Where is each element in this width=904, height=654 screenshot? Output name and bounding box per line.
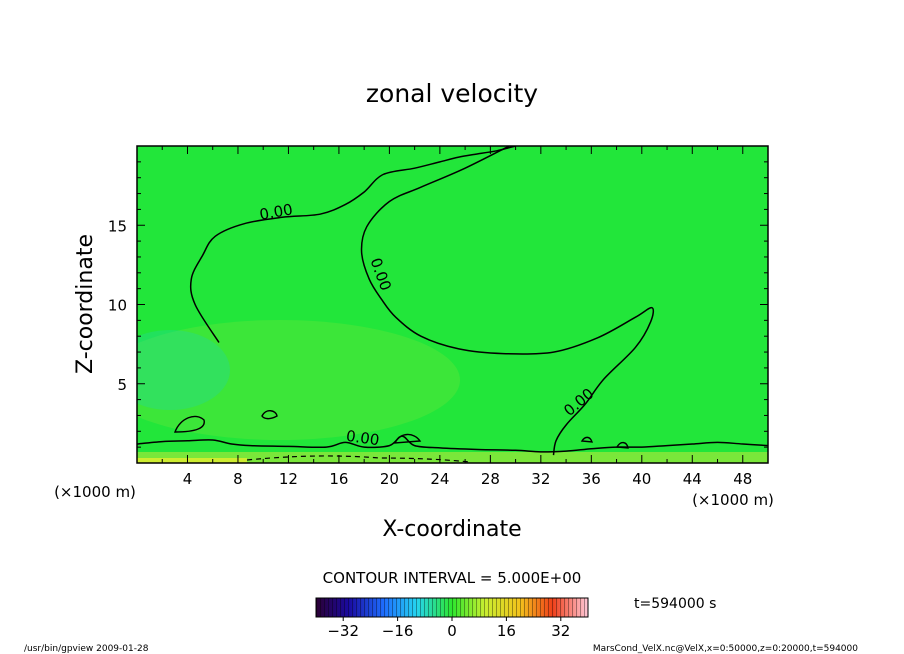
x-tick-label: 28 — [481, 470, 500, 488]
contour-interval-label: CONTOUR INTERVAL = 5.000E+00 — [323, 569, 582, 587]
y-axis: 5 10 15 — [108, 145, 768, 464]
small-contours — [174, 410, 629, 463]
x-tick-label: 36 — [582, 470, 601, 488]
x-axis: 4 8 12 16 20 24 28 32 36 40 44 48 — [136, 146, 769, 488]
colorbar-tick-label: 0 — [447, 622, 457, 640]
dashed-contour — [246, 455, 471, 463]
x-tick-label: 20 — [380, 470, 399, 488]
field-shading — [137, 320, 768, 463]
colorbar-tick-label: −16 — [382, 622, 414, 640]
y-tick-label: 10 — [108, 297, 127, 315]
x-tick-label: 4 — [183, 470, 193, 488]
x-tick-label: 44 — [683, 470, 702, 488]
colorbar-tick-label: 16 — [497, 622, 516, 640]
x-axis-label: X-coordinate — [382, 517, 521, 542]
y-tick-label: 5 — [117, 376, 127, 394]
contour-label: 0.00 — [258, 200, 294, 224]
x-unit-label-left: (×1000 m) — [54, 483, 136, 501]
x-tick-label: 16 — [329, 470, 348, 488]
time-label: t=594000 s — [634, 596, 716, 612]
contour-line — [360, 146, 655, 456]
colorbar-stripes — [316, 598, 588, 617]
colorbar-ticks: −32 −16 0 16 32 — [327, 617, 570, 640]
footer-left: /usr/bin/gpview 2009-01-28 — [24, 644, 149, 654]
x-unit-label-right: (×1000 m) — [692, 491, 774, 509]
chart-title: zonal velocity — [366, 79, 538, 108]
contour-loop — [580, 436, 594, 443]
contour-line — [137, 435, 768, 453]
x-tick-label: 48 — [733, 470, 752, 488]
x-tick-label: 40 — [632, 470, 651, 488]
contour-loop — [615, 441, 629, 449]
y-tick-label: 15 — [108, 217, 127, 235]
x-tick-label: 24 — [430, 470, 449, 488]
contour-line — [189, 146, 516, 343]
y-axis-label: Z-coordinate — [73, 234, 98, 374]
plot-area-fill — [137, 146, 768, 463]
footer-right: MarsCond_VelX.nc@VelX,x=0:50000,z=0:2000… — [593, 644, 858, 654]
contour-loop — [261, 410, 278, 420]
contour-lines — [137, 146, 768, 456]
contour-label: 0.00 — [345, 427, 381, 449]
x-tick-label: 32 — [531, 470, 550, 488]
x-tick-label: 8 — [233, 470, 243, 488]
contour-loop — [174, 415, 205, 433]
colorbar-tick-label: −32 — [327, 622, 359, 640]
x-tick-label: 12 — [279, 470, 298, 488]
colorbar-tick-label: 32 — [551, 622, 570, 640]
contour-loop — [393, 433, 422, 444]
